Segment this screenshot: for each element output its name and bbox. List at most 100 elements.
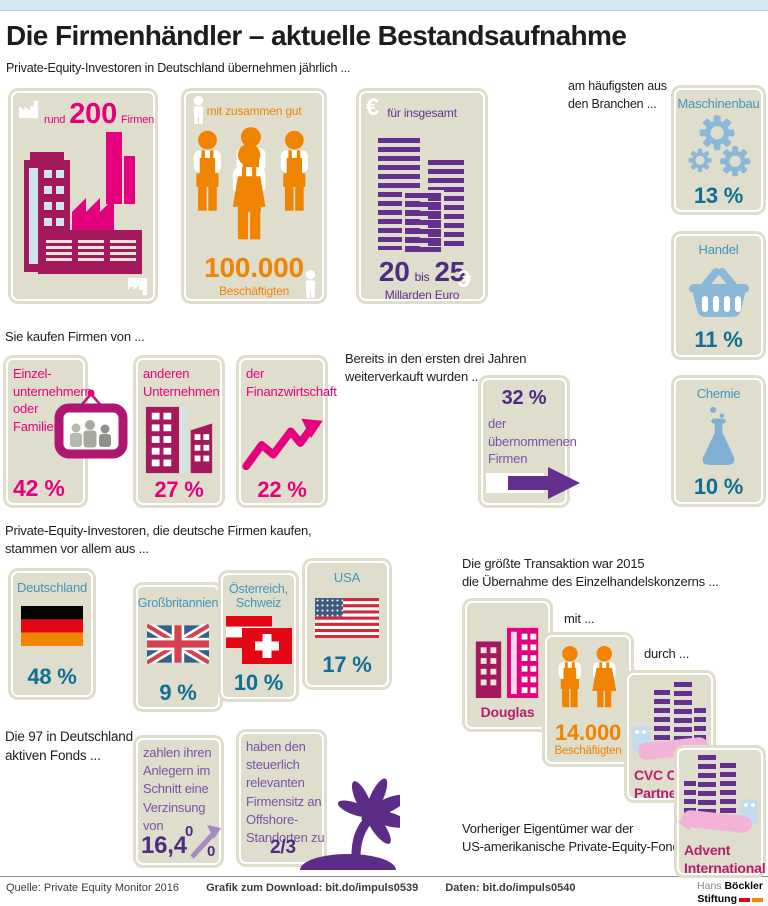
euro-icon: € [366,94,380,121]
footer-download-link: Grafik zum Download: bit.do/impuls0539 [206,882,419,894]
origin-label: Deutschland [16,580,88,595]
palm-island-icon [298,772,400,870]
transaction-employees-label: Beschäftigten [554,745,622,757]
up-arrow [190,825,221,859]
footer-source: Quelle: Private Equity Monitor 2016 [6,882,180,894]
seller-label: anderen Unternehmen [143,366,220,399]
branch-value: 13 % [693,183,744,208]
flask-icon [702,406,735,465]
branch-label: Maschinenbau [677,96,760,111]
origin-label: USA [333,570,361,585]
card-fund-interest: zahlen ihren Anlegern im Schnitt eine Ve… [133,735,224,868]
hand-with-coins-icon [678,755,758,835]
transaction-previous-owner: Advent International [684,842,766,877]
card-branch-maschinenbau: Maschinenbau 13 % [671,85,766,215]
workers-group-illustration [193,127,308,240]
card-resale: 32 % der übernommenen Firmen [478,375,580,508]
logo-boeckler: Böckler [724,880,763,892]
previous-owner-intro: Vorheriger Eigentümer war der US-amerika… [462,821,700,855]
arrow-right-icon [508,467,580,499]
card-douglas: Douglas [462,598,553,732]
card-branch-chemie: Chemie 10 % [671,375,766,507]
usa-flag [315,598,379,638]
person-icon [193,96,204,124]
logo-hans: Hans [697,880,722,892]
percent-zero: 0 [207,843,216,860]
hans-boeckler-logo: Hans Böckler Stiftung [697,880,763,905]
fund-offshore-text: haben den steuerlich relevanten Firmensi… [246,739,325,845]
employees-value: 100.000 [204,252,304,283]
volume-to: 25 [434,256,466,287]
seller-label: der Finanzwirtschaft [246,366,337,399]
sellers-intro: Sie kaufen Firmen von ... [5,329,145,344]
origin-label: Großbritannien [137,596,219,610]
uk-flag [147,624,209,664]
origin-value: 17 % [322,652,372,677]
family-portrait-icon [54,389,128,459]
person-icon [305,270,316,298]
rising-chart-arrow-icon [242,418,323,471]
hand-with-coins-icon [632,682,712,762]
card-seller-finance: der Finanzwirtschaft 22 % [236,355,337,508]
logo-bar-orange [752,897,763,902]
card-branch-handel: Handel 11 % [671,231,766,360]
origin-value: 48 % [27,664,77,689]
firms-value: 200 [69,98,118,130]
resale-intro: Bereits in den ersten drei Jahren weiter… [345,351,527,385]
employees-suffix: Beschäftigten [218,284,290,298]
coin-stack-icon [674,682,692,748]
footer: Quelle: Private Equity Monitor 2016 Graf… [6,882,599,894]
euro-icon: € [458,266,472,293]
branch-value: 10 % [693,474,744,499]
page-subtitle: Private-Equity-Investoren in Deutschland… [6,61,351,75]
switzerland-flag [242,628,292,664]
card-origin-usa: USA 17 % [302,558,392,690]
germany-flag [21,606,83,646]
card-transaction-employees: 14.000 Beschäftigten [542,632,634,767]
origin-label: Österreich, Schweiz [229,582,288,610]
factory-icon [18,100,39,119]
gears-icon [688,115,751,177]
seller-label: Einzel- unternehmern oder Familien [13,366,92,434]
card-origin-deutschland: Deutschland 48 % [8,568,96,700]
volume-from: 20 [378,256,410,287]
origin-value: 9 % [159,680,197,705]
card-fund-offshore: haben den steuerlich relevanten Firmensi… [236,729,327,867]
volume-range: 20 bis 25 [356,256,488,288]
top-accent-bar [0,0,768,11]
factory-icon [127,277,148,296]
seller-value: 27 % [154,477,204,502]
factory-buildings-illustration [24,132,142,274]
branches-intro: am häufigsten aus den Branchen ... [568,79,667,111]
branch-value: 11 % [694,327,743,352]
footer-data-link: Daten: bit.do/impuls0540 [445,882,576,894]
transaction-intro: Die größte Transaktion war 2015 die Über… [462,556,719,590]
fund-interest-text: zahlen ihren Anlegern im Schnitt eine Ve… [143,745,212,833]
card-volume: € für insgesamt 20 bis 25 Millarden Euro… [356,88,488,304]
card-advent: Advent International [674,745,766,878]
firms-prefix: rund [44,114,66,126]
company-buildings-icon [475,627,539,698]
funds-intro: Die 97 in Deutschland aktiven Fonds ... [5,729,133,763]
origins-intro: Private-Equity-Investoren, die deutsche … [5,523,312,557]
shopping-basket-icon [689,268,749,317]
branch-label: Chemie [696,386,741,401]
office-buildings-icon [145,406,213,474]
percent-arrow-icon: 0 0 [185,823,221,861]
seller-value: 22 % [257,477,307,502]
footer-divider [0,876,768,877]
coin-stack-icon [402,190,444,258]
hand-icon [678,810,752,833]
volume-suffix: Millarden Euro [384,288,460,302]
seller-value: 42 % [13,475,65,501]
employees-prefix: mit zusammen gut [206,104,302,118]
origin-value: 10 % [233,670,284,695]
fund-offshore-value: 2/3 [270,837,296,858]
card-origin-oesterreich-schweiz: Österreich, Schweiz 10 % [218,570,299,702]
through-label: durch ... [644,646,690,661]
resale-value: 32 % [501,387,547,409]
resale-label: der übernommenen Firmen [488,416,577,467]
transaction-target: Douglas [480,704,535,720]
branch-label: Handel [698,242,739,257]
